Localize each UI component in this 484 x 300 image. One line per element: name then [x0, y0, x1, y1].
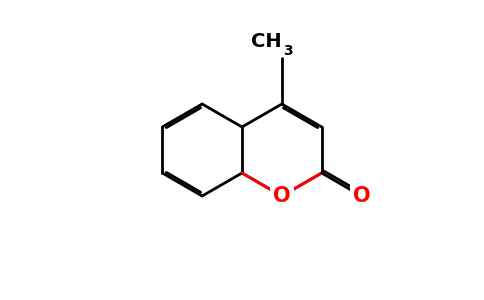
Text: O: O [273, 186, 291, 206]
Text: O: O [353, 186, 370, 206]
Text: CH: CH [251, 32, 282, 51]
Text: 3: 3 [283, 44, 292, 58]
